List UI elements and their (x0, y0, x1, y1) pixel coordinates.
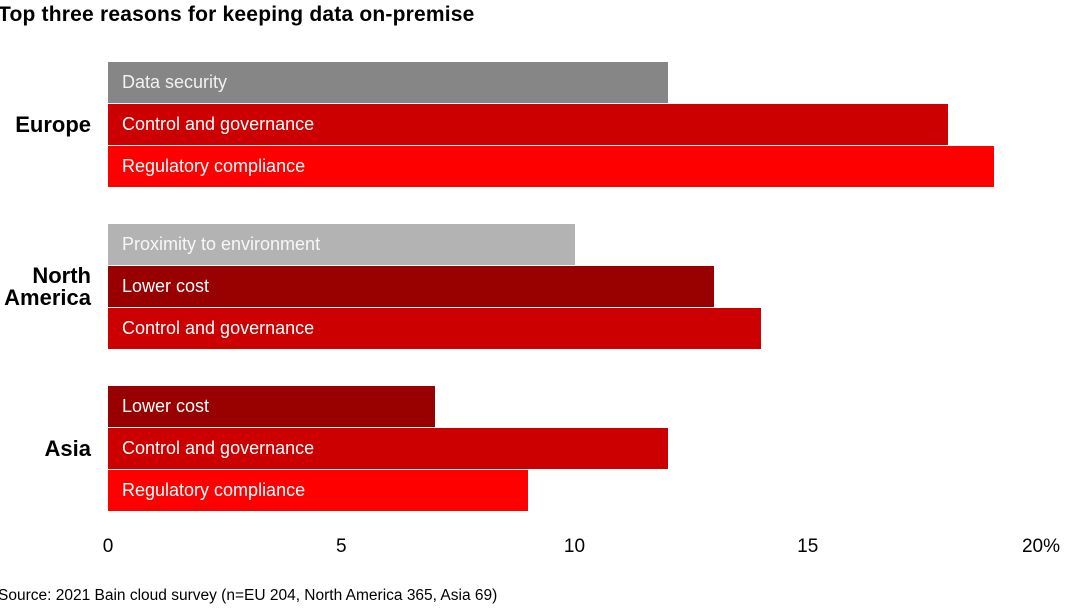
bar: Regulatory compliance (108, 146, 995, 187)
bar-group-asia: Asia Lower cost Control and governance Regu… (0, 386, 1041, 511)
bar-row: Proximity to environment (108, 224, 1041, 265)
bar-label: Control and governance (122, 318, 315, 338)
bar: Control and governance (108, 428, 668, 469)
bar: Data security (108, 62, 668, 103)
bar-row: Control and governance (108, 308, 1041, 349)
group-label: Asia (44, 435, 91, 461)
x-axis-tick: 0 (102, 536, 114, 557)
bar-row: Control and governance (108, 428, 1041, 469)
bar: Control and governance (108, 104, 948, 145)
bar-chart-plot-area: Europe Data security Control and governanc… (0, 62, 1041, 511)
group-label: North America (4, 262, 91, 310)
bar: Regulatory compliance (108, 470, 528, 511)
bar-row: Regulatory compliance (108, 470, 1041, 511)
bar-label: Regulatory compliance (122, 156, 306, 176)
bar-row: Lower cost (108, 266, 1041, 307)
bar-label: Data security (122, 72, 228, 92)
bar-stack: Lower cost Control and governance Regulato… (108, 386, 1041, 511)
bar-row: Control and governance (108, 104, 1041, 145)
bar: Control and governance (108, 308, 762, 349)
bar-label: Regulatory compliance (122, 480, 306, 500)
x-axis-tick: 5 (335, 536, 347, 557)
bar-stack: Proximity to environment Lower cost Contro… (108, 224, 1041, 349)
group-label: Europe (15, 111, 91, 137)
bar-label: Lower cost (122, 396, 210, 416)
bar-group-europe: Europe Data security Control and governanc… (0, 62, 1041, 187)
bar-label: Lower cost (122, 276, 210, 296)
x-axis-tick: 20% (1021, 536, 1061, 557)
bar: Lower cost (108, 266, 715, 307)
bar-label: Proximity to environment (122, 234, 321, 254)
bar-label: Control and governance (122, 438, 315, 458)
chart-title: Top three reasons for keeping data on-pr… (0, 3, 475, 26)
x-axis-tick: 15 (797, 536, 819, 557)
source-note: Source: 2021 Bain cloud survey (n=EU 204… (0, 587, 498, 604)
bar-label: Control and governance (122, 114, 315, 134)
bar-row: Data security (108, 62, 1041, 103)
bar-row: Regulatory compliance (108, 146, 1041, 187)
bar: Lower cost (108, 386, 435, 427)
x-axis-tick: 10 (563, 536, 586, 557)
bar-group-north-america: North America Proximity to environment Low… (0, 224, 1041, 349)
bar: Proximity to environment (108, 224, 575, 265)
bar-row: Lower cost (108, 386, 1041, 427)
x-axis: 0 5 10 15 20% (103, 536, 1060, 558)
bar-stack: Data security Control and governance Regul… (108, 62, 1041, 187)
